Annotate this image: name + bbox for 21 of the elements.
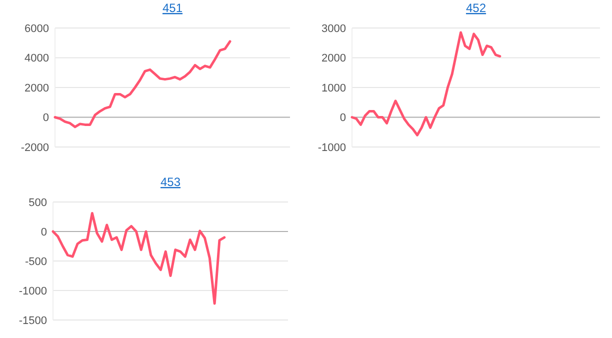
y-tick-label: 2000 <box>24 82 49 94</box>
y-tick-label: 6000 <box>24 22 49 35</box>
y-tick-label: 500 <box>28 196 47 209</box>
y-tick-label: -2000 <box>20 142 49 154</box>
y-tick-label: -1000 <box>318 142 346 154</box>
y-tick-label: -1500 <box>18 314 47 327</box>
y-tick-label: 2000 <box>322 52 346 65</box>
chart-title: 451 <box>162 1 183 15</box>
y-tick-label: 0 <box>42 112 49 124</box>
line-series <box>52 212 226 305</box>
y-tick-label: 3000 <box>322 22 346 35</box>
chart-title: 453 <box>160 175 181 189</box>
y-tick-label: -1000 <box>18 285 47 298</box>
y-tick-label: 0 <box>340 112 346 124</box>
line-series <box>54 40 232 128</box>
line-series <box>350 31 502 136</box>
y-tick-label: 4000 <box>24 52 49 65</box>
chart-title: 452 <box>466 1 486 15</box>
y-tick-label: -500 <box>24 256 47 268</box>
y-tick-label: 1000 <box>322 82 346 94</box>
y-tick-label: 0 <box>40 226 47 238</box>
